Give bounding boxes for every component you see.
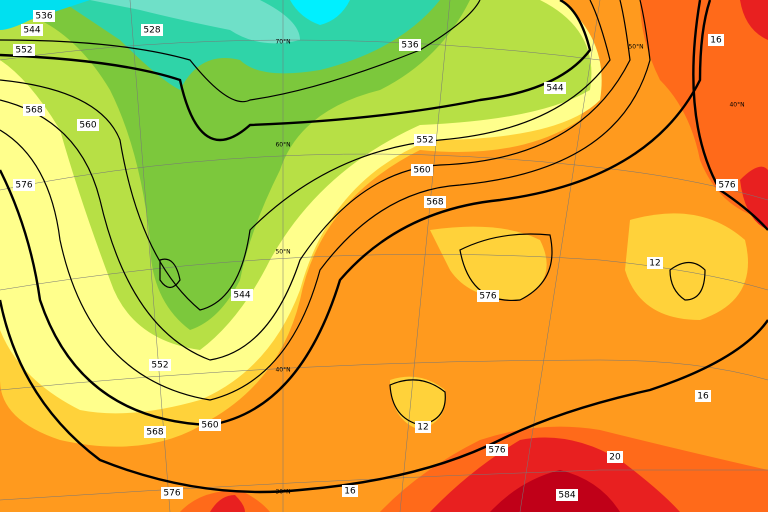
contour-label: 544 bbox=[231, 289, 253, 301]
contour-label-text: 16 bbox=[710, 36, 722, 46]
contour-label-text: 12 bbox=[649, 259, 660, 269]
latitude-label-text: 40°N bbox=[275, 367, 290, 374]
contour-label: 576 bbox=[161, 487, 183, 499]
label-background bbox=[415, 421, 431, 433]
label-background bbox=[556, 489, 578, 501]
contour-label: 584 bbox=[556, 489, 578, 501]
contour-label-text: 20 bbox=[609, 453, 621, 463]
contour-label-text: 576 bbox=[488, 446, 505, 456]
label-background bbox=[199, 419, 221, 431]
label-background bbox=[695, 390, 711, 402]
contour-label-text: 528 bbox=[143, 26, 160, 36]
label-background bbox=[77, 119, 99, 131]
label-background bbox=[411, 164, 433, 176]
contour-label: 20 bbox=[607, 451, 623, 463]
contour-label: 560 bbox=[411, 164, 433, 176]
latitude-label-text: 50°N bbox=[275, 249, 290, 256]
label-background bbox=[21, 24, 43, 36]
label-background bbox=[144, 426, 166, 438]
contour-label-text: 560 bbox=[413, 166, 430, 176]
contours bbox=[0, 0, 768, 494]
contour-label-text: 12 bbox=[417, 423, 428, 433]
latitude-label-text: 30°N bbox=[275, 489, 290, 496]
contour-label: 552 bbox=[149, 359, 171, 371]
contour-label: 12 bbox=[415, 421, 431, 433]
latitude-label-text: 60°N bbox=[275, 142, 290, 149]
contour-label: 544 bbox=[21, 24, 43, 36]
contour-label-text: 544 bbox=[233, 291, 250, 301]
contour-label: 576 bbox=[13, 179, 35, 191]
latitude-label: 60°N bbox=[275, 142, 290, 149]
contour-label: 552 bbox=[414, 134, 436, 146]
contour-label-text: 552 bbox=[416, 136, 433, 146]
contour-label-text: 568 bbox=[146, 428, 163, 438]
contour-label-text: 16 bbox=[344, 487, 356, 497]
contour-label-text: 568 bbox=[426, 198, 443, 208]
latitude-label-text: 40°N bbox=[729, 102, 744, 109]
latitude-label: 30°N bbox=[275, 489, 290, 496]
contour-label-text: 560 bbox=[201, 421, 218, 431]
contour-label-text: 576 bbox=[718, 181, 735, 191]
label-background bbox=[399, 39, 421, 51]
contour-label-text: 568 bbox=[25, 106, 42, 116]
contour-label: 576 bbox=[716, 179, 738, 191]
contour-label: 568 bbox=[424, 196, 446, 208]
label-background bbox=[477, 290, 499, 302]
contour-label: 16 bbox=[342, 485, 358, 497]
contour-label: 560 bbox=[199, 419, 221, 431]
contour-label-text: 552 bbox=[15, 46, 32, 56]
contour-label: 576 bbox=[486, 444, 508, 456]
latitude-label: 70°N bbox=[275, 39, 290, 46]
label-background bbox=[414, 134, 436, 146]
label-background bbox=[13, 44, 35, 56]
contour-label: 528 bbox=[141, 24, 163, 36]
label-background bbox=[141, 24, 163, 36]
contour-label-text: 536 bbox=[401, 41, 418, 51]
contour-label: 536 bbox=[399, 39, 421, 51]
contour-label: 560 bbox=[77, 119, 99, 131]
contour-label-text: 16 bbox=[697, 392, 709, 402]
label-background bbox=[23, 104, 45, 116]
label-background bbox=[161, 487, 183, 499]
contour-label-text: 544 bbox=[546, 84, 563, 94]
contour-label: 576 bbox=[477, 290, 499, 302]
contour-label: 12 bbox=[647, 257, 663, 269]
label-background bbox=[716, 179, 738, 191]
latitude-label-text: 50°N bbox=[628, 44, 643, 51]
latitude-label-text: 70°N bbox=[275, 39, 290, 46]
contour-label: 16 bbox=[708, 34, 724, 46]
label-background bbox=[149, 359, 171, 371]
latitude-label: 50°N bbox=[275, 249, 290, 256]
label-background bbox=[342, 485, 358, 497]
contour-label-text: 576 bbox=[15, 181, 32, 191]
label-background bbox=[486, 444, 508, 456]
contour-label: 16 bbox=[695, 390, 711, 402]
label-background bbox=[231, 289, 253, 301]
label-background bbox=[424, 196, 446, 208]
contour-label-text: 576 bbox=[163, 489, 180, 499]
contour-label: 568 bbox=[144, 426, 166, 438]
latitude-label: 40°N bbox=[729, 102, 744, 109]
latitude-label: 40°N bbox=[275, 367, 290, 374]
contour-label-text: 544 bbox=[23, 26, 40, 36]
latitude-label: 50°N bbox=[628, 44, 643, 51]
contour-label-text: 536 bbox=[35, 12, 52, 22]
label-background bbox=[33, 10, 55, 22]
label-background bbox=[607, 451, 623, 463]
contour-label-text: 576 bbox=[479, 292, 496, 302]
label-background bbox=[13, 179, 35, 191]
contour-label: 536 bbox=[33, 10, 55, 22]
label-background bbox=[544, 82, 566, 94]
contour-label-text: 584 bbox=[558, 491, 575, 501]
contour-label-text: 552 bbox=[151, 361, 168, 371]
contour-label-text: 560 bbox=[79, 121, 96, 131]
label-background bbox=[708, 34, 724, 46]
label-background bbox=[647, 257, 663, 269]
contour-label: 552 bbox=[13, 44, 35, 56]
contour-label: 568 bbox=[23, 104, 45, 116]
contour-label: 544 bbox=[544, 82, 566, 94]
